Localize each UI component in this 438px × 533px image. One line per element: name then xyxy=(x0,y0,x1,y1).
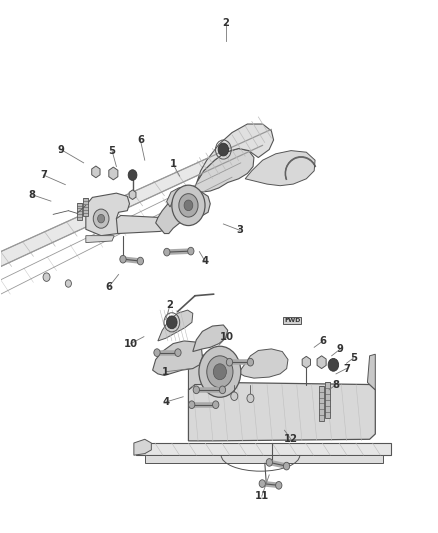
Circle shape xyxy=(226,358,233,366)
Text: 1: 1 xyxy=(170,159,177,169)
Text: 6: 6 xyxy=(319,336,326,346)
Text: 7: 7 xyxy=(40,170,47,180)
Text: 8: 8 xyxy=(28,190,35,200)
Polygon shape xyxy=(193,149,254,192)
Polygon shape xyxy=(325,382,330,418)
Polygon shape xyxy=(86,236,114,243)
Circle shape xyxy=(266,458,272,466)
Polygon shape xyxy=(197,124,274,181)
Text: 4: 4 xyxy=(201,256,208,266)
Polygon shape xyxy=(245,151,315,185)
Polygon shape xyxy=(367,354,375,390)
Polygon shape xyxy=(188,354,217,390)
Polygon shape xyxy=(302,357,311,368)
Text: 5: 5 xyxy=(109,146,116,156)
Circle shape xyxy=(199,346,241,397)
Circle shape xyxy=(65,280,71,287)
Polygon shape xyxy=(109,167,118,180)
Circle shape xyxy=(207,356,233,387)
Text: 7: 7 xyxy=(343,364,350,374)
Circle shape xyxy=(193,386,199,394)
Polygon shape xyxy=(129,190,136,199)
Text: 10: 10 xyxy=(124,338,138,349)
Polygon shape xyxy=(134,439,151,455)
Circle shape xyxy=(98,214,105,223)
Circle shape xyxy=(231,392,238,400)
Polygon shape xyxy=(239,349,288,378)
Polygon shape xyxy=(193,325,228,352)
Polygon shape xyxy=(152,341,202,375)
Circle shape xyxy=(283,462,290,470)
Circle shape xyxy=(128,169,137,180)
Text: 10: 10 xyxy=(220,332,234,342)
Polygon shape xyxy=(317,356,326,368)
Circle shape xyxy=(189,401,195,409)
Circle shape xyxy=(164,248,170,256)
Polygon shape xyxy=(188,382,375,441)
Circle shape xyxy=(184,200,193,211)
Polygon shape xyxy=(92,166,100,177)
Polygon shape xyxy=(86,193,130,236)
Circle shape xyxy=(93,209,109,228)
Text: 9: 9 xyxy=(57,144,64,155)
Text: 4: 4 xyxy=(162,397,170,407)
Text: 11: 11 xyxy=(254,491,269,501)
Circle shape xyxy=(213,364,226,379)
Circle shape xyxy=(276,481,282,489)
Polygon shape xyxy=(166,187,193,207)
Polygon shape xyxy=(145,455,383,463)
Circle shape xyxy=(166,316,177,329)
Text: 6: 6 xyxy=(137,135,144,145)
Polygon shape xyxy=(319,386,324,421)
Polygon shape xyxy=(77,203,82,220)
Circle shape xyxy=(212,401,219,409)
Circle shape xyxy=(172,185,205,225)
Text: 5: 5 xyxy=(350,353,357,363)
Circle shape xyxy=(137,257,144,265)
Text: FWD: FWD xyxy=(284,318,300,323)
Polygon shape xyxy=(117,215,169,233)
Circle shape xyxy=(328,359,339,371)
Polygon shape xyxy=(83,198,88,216)
Polygon shape xyxy=(155,191,210,233)
Circle shape xyxy=(247,358,254,366)
Polygon shape xyxy=(158,310,193,341)
Text: 1: 1 xyxy=(162,367,170,377)
Text: 8: 8 xyxy=(332,379,339,390)
Polygon shape xyxy=(1,130,272,266)
Circle shape xyxy=(219,386,226,394)
Circle shape xyxy=(247,394,254,402)
Circle shape xyxy=(259,480,265,487)
Text: 3: 3 xyxy=(237,225,244,236)
Text: 9: 9 xyxy=(337,344,344,354)
Circle shape xyxy=(188,247,194,255)
Circle shape xyxy=(175,349,181,357)
Circle shape xyxy=(179,193,198,217)
Text: 2: 2 xyxy=(222,18,229,28)
Circle shape xyxy=(43,273,50,281)
Text: 12: 12 xyxy=(284,434,298,445)
Circle shape xyxy=(218,143,229,156)
Text: 2: 2 xyxy=(167,300,173,310)
Text: 6: 6 xyxy=(106,282,113,292)
Polygon shape xyxy=(136,443,392,455)
Circle shape xyxy=(120,255,126,263)
Circle shape xyxy=(154,349,160,357)
